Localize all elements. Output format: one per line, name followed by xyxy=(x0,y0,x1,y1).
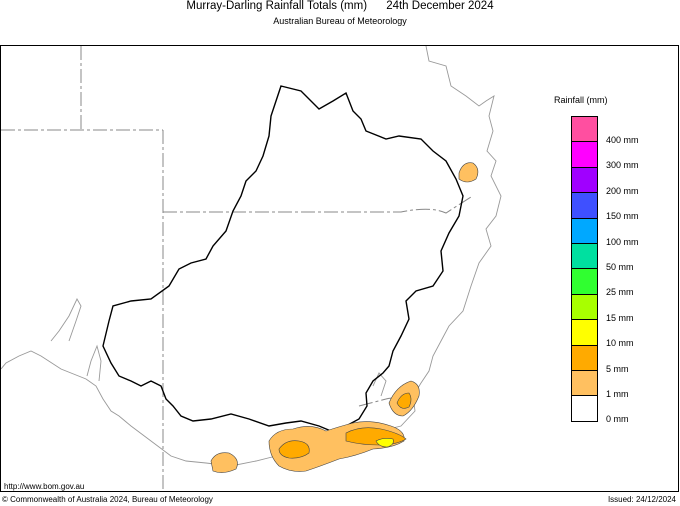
state-borders xyxy=(1,46,472,491)
legend-label: 50 mm xyxy=(606,262,634,272)
legend-swatch xyxy=(571,116,598,143)
map-frame xyxy=(0,45,679,492)
bom-url-link[interactable]: http://www.bom.gov.au xyxy=(4,482,85,491)
map-title: Murray-Darling Rainfall Totals (mm) 24th… xyxy=(186,0,494,12)
legend-label: 150 mm xyxy=(606,211,639,222)
basin-boundary xyxy=(102,85,464,432)
legend-label: 10 mm xyxy=(606,338,634,349)
legend-swatch xyxy=(571,217,598,244)
lake-inlet xyxy=(372,372,387,397)
legend-label: 400 mm xyxy=(606,135,639,145)
gulf-st-vincent xyxy=(86,344,102,382)
spencer-gulf xyxy=(50,298,82,342)
legend-swatch xyxy=(571,166,598,194)
rainfall-map xyxy=(1,46,502,491)
legend-label: 1 mm xyxy=(606,389,629,399)
map-subtitle: Australian Bureau of Meteorology xyxy=(273,16,407,26)
legend-swatch xyxy=(571,192,598,219)
coastline xyxy=(1,46,502,467)
legend-swatch xyxy=(571,141,598,168)
rainfall-areas xyxy=(210,162,479,473)
legend-label: 200 mm xyxy=(606,185,639,196)
legend-swatch xyxy=(571,319,598,346)
rain-5mm-southeast xyxy=(396,392,412,409)
legend-swatch xyxy=(571,293,598,321)
border-qld-nsw xyxy=(163,196,472,214)
rain-1mm-southwest-victoria xyxy=(210,452,238,473)
rain-10mm-victoria xyxy=(375,438,394,448)
legend-swatch xyxy=(571,370,598,397)
coastline-main xyxy=(1,46,502,467)
legend-swatch xyxy=(571,243,598,270)
legend-swatch xyxy=(571,395,598,422)
legend-title: Rainfall (mm) xyxy=(554,95,608,105)
legend-label: 0 mm xyxy=(606,414,629,425)
legend-label: 5 mm xyxy=(606,363,629,374)
legend-label: 100 mm xyxy=(606,236,639,247)
legend-swatch xyxy=(571,268,598,295)
rain-5mm-victoria-a xyxy=(278,440,310,459)
legend-swatch xyxy=(571,344,598,371)
rain-1mm-northeast xyxy=(458,162,479,183)
copyright-text: © Commonwealth of Australia 2024, Bureau… xyxy=(2,495,213,504)
legend-label: 25 mm xyxy=(606,287,634,298)
issued-date: Issued: 24/12/2024 xyxy=(607,495,676,504)
legend-label: 15 mm xyxy=(606,312,634,323)
legend-label: 300 mm xyxy=(606,160,639,171)
